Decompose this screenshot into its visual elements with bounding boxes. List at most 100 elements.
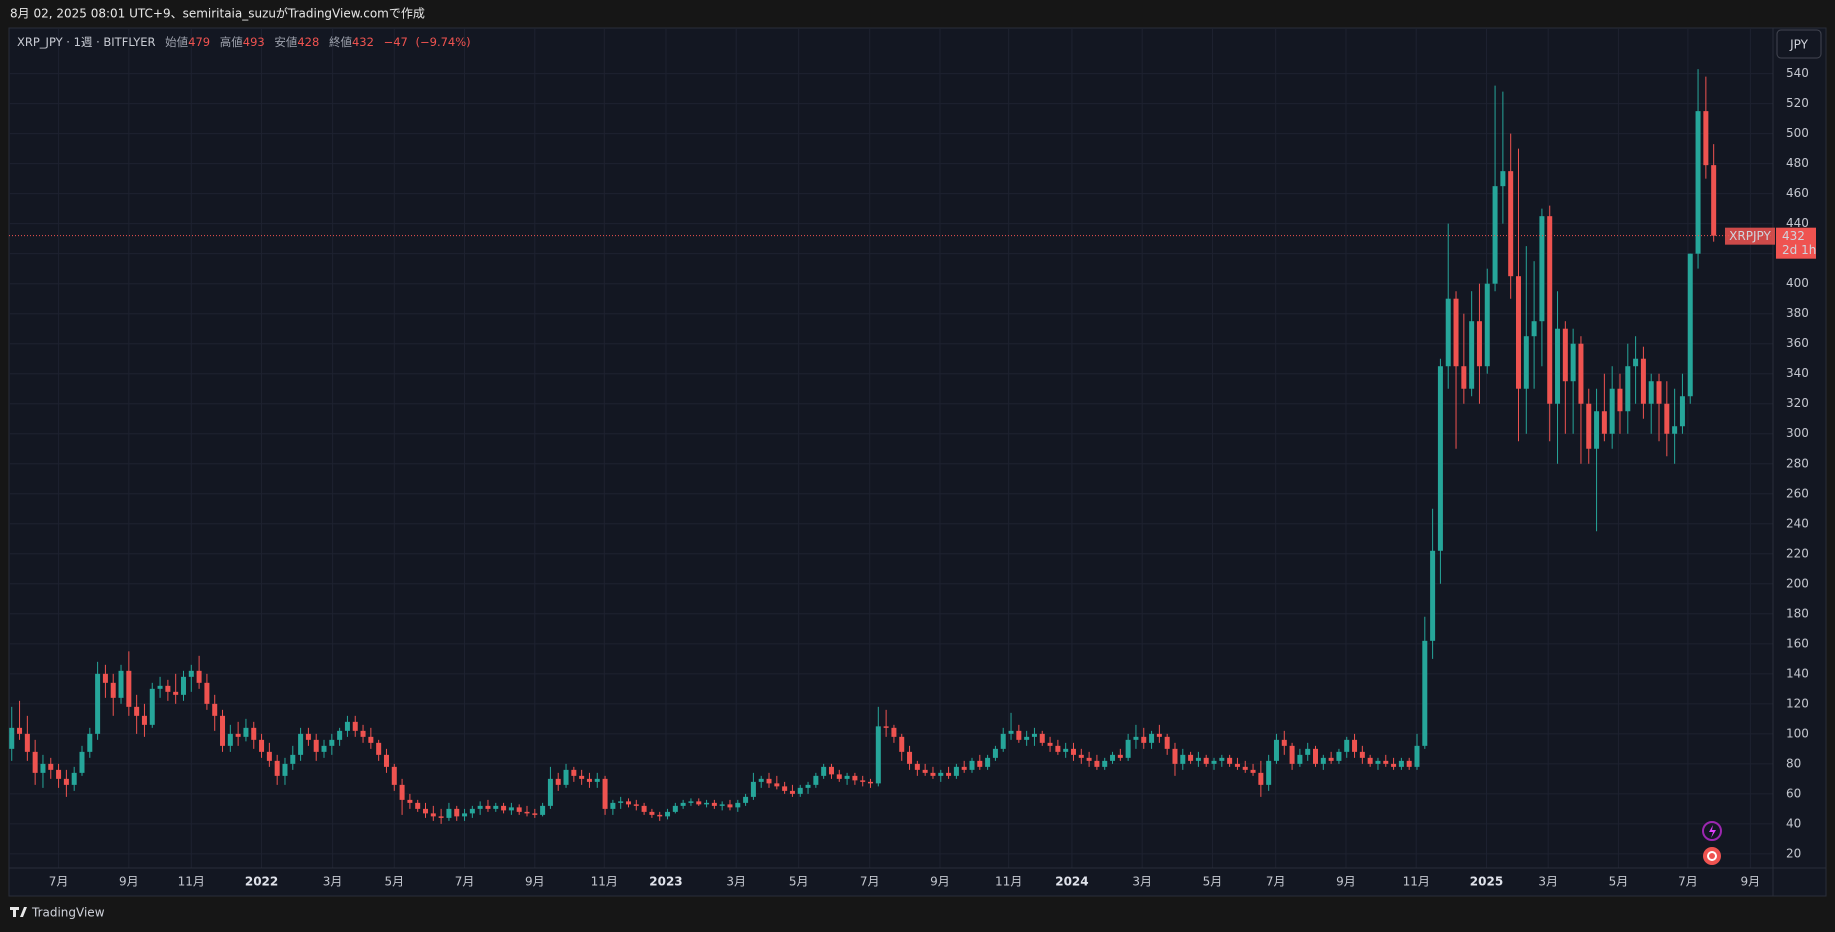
y-tick-label: 280 xyxy=(1786,456,1809,470)
candle-body xyxy=(32,751,38,773)
candle-body xyxy=(1679,396,1685,427)
candle-body xyxy=(883,726,889,728)
candle-body xyxy=(63,778,69,785)
candle-body xyxy=(454,808,460,817)
candle-body xyxy=(415,802,421,809)
x-tick-label: 11月 xyxy=(995,875,1022,889)
currency-label[interactable]: JPY xyxy=(1789,38,1809,52)
candle-body xyxy=(79,751,85,773)
x-tick-label: 9月 xyxy=(1336,875,1356,889)
x-tick-label: 5月 xyxy=(384,875,404,889)
candle-body xyxy=(579,775,585,779)
candle-body xyxy=(1570,343,1576,382)
candle-body xyxy=(149,688,155,725)
legend-change-percent: (−9.74%) xyxy=(416,35,471,49)
candle-body xyxy=(1453,298,1459,367)
candle-body xyxy=(665,811,671,817)
alert-icon[interactable] xyxy=(1702,821,1722,841)
candle-body xyxy=(1219,757,1225,761)
legend-open-label: 始値 xyxy=(165,35,188,49)
candle-body xyxy=(305,733,311,740)
candle-body xyxy=(141,715,147,725)
candle-body xyxy=(188,670,194,677)
x-tick-label: 9月 xyxy=(1741,875,1761,889)
x-tick-label: 7月 xyxy=(455,875,475,889)
candle-body xyxy=(672,805,678,812)
y-tick-label: 340 xyxy=(1786,366,1809,380)
x-tick-label: 7月 xyxy=(860,875,880,889)
candle-body xyxy=(298,733,304,755)
candle-body xyxy=(1110,754,1116,761)
candle-body xyxy=(462,813,468,817)
candle-body xyxy=(1586,403,1592,449)
price-tag-symbol: XRPJPY xyxy=(1729,229,1771,243)
candle-body xyxy=(1344,739,1350,752)
candle-body xyxy=(1328,757,1334,761)
candle-body xyxy=(594,778,600,782)
candle-body xyxy=(1594,411,1600,449)
y-tick-label: 40 xyxy=(1786,816,1801,830)
candle-body xyxy=(688,801,694,803)
x-tick-label: 3月 xyxy=(1538,875,1558,889)
candle-body xyxy=(828,766,834,775)
candle-body xyxy=(1047,742,1053,746)
candle-body xyxy=(1078,754,1084,758)
candle-body xyxy=(571,769,577,776)
candle-body xyxy=(1141,736,1147,743)
candle-body xyxy=(1617,388,1623,412)
y-tick-label: 480 xyxy=(1786,156,1809,170)
candle-body xyxy=(696,801,702,805)
candle-body xyxy=(1461,366,1467,389)
candle-body xyxy=(922,769,928,773)
candle-body xyxy=(782,786,788,791)
candle-body xyxy=(1086,757,1092,761)
candle-body xyxy=(173,691,179,695)
candle-body xyxy=(493,805,499,809)
candle-body xyxy=(1203,757,1209,764)
x-tick-label: 5月 xyxy=(1203,875,1223,889)
x-tick-label: 9月 xyxy=(930,875,950,889)
candle-body xyxy=(992,748,998,758)
x-tick-label: 9月 xyxy=(525,875,545,889)
candle-body xyxy=(547,778,553,806)
candle-body xyxy=(868,781,874,784)
candle-body xyxy=(813,775,819,785)
x-tick-label: 5月 xyxy=(789,875,809,889)
candle-body xyxy=(844,775,850,779)
candle-body xyxy=(1117,754,1123,758)
candle-body xyxy=(1375,760,1381,764)
x-tick-label: 7月 xyxy=(1678,875,1698,889)
currency-button[interactable] xyxy=(1776,29,1822,59)
candle-body xyxy=(1406,760,1412,767)
candle-body xyxy=(1188,754,1194,761)
header-text: 8月 02, 2025 08:01 UTC+9、semiritaia_suzuが… xyxy=(10,6,425,21)
x-tick-label: 3月 xyxy=(1132,875,1152,889)
candle-body xyxy=(430,813,436,817)
y-tick-label: 180 xyxy=(1786,606,1809,620)
candle-body xyxy=(1289,745,1295,764)
y-tick-label: 220 xyxy=(1786,546,1809,560)
candle-body xyxy=(243,727,249,737)
candle-body xyxy=(126,670,132,707)
candle-body xyxy=(977,760,983,767)
candle-body xyxy=(743,796,749,803)
candle-body xyxy=(961,766,967,770)
candle-body xyxy=(329,739,335,746)
candle-body xyxy=(1149,733,1155,743)
candle-body xyxy=(680,802,686,806)
candle-body xyxy=(1500,171,1506,187)
y-tick-label: 460 xyxy=(1786,186,1809,200)
candle-body xyxy=(71,772,77,785)
y-tick-label: 500 xyxy=(1786,126,1809,140)
y-tick-label: 140 xyxy=(1786,666,1809,680)
candle-body xyxy=(407,799,413,803)
x-tick-label: 2023 xyxy=(649,875,682,889)
candle-body xyxy=(586,778,592,782)
candle-body xyxy=(946,772,952,776)
candle-body xyxy=(1313,748,1319,764)
candle-body xyxy=(852,775,858,781)
y-tick-label: 320 xyxy=(1786,396,1809,410)
candle-body xyxy=(969,760,975,770)
y-tick-label: 540 xyxy=(1786,66,1809,80)
